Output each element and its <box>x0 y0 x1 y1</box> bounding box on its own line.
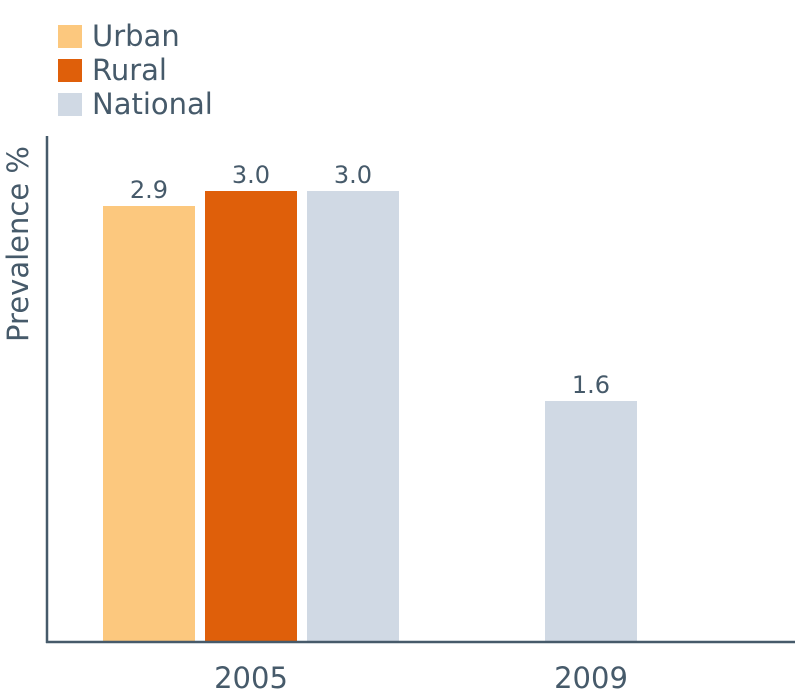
legend-swatch-urban <box>58 25 82 48</box>
bars-group <box>103 191 637 641</box>
value-label-national-2009: 1.6 <box>572 371 610 399</box>
x-tick-label-2009: 2009 <box>554 661 628 695</box>
value-label-national-2005: 3.0 <box>334 161 372 189</box>
bar-national-2005 <box>307 191 399 641</box>
x-tick-labels: 2005 2009 <box>214 661 628 695</box>
x-tick-label-2005: 2005 <box>214 661 288 695</box>
legend-label-national: National <box>92 87 213 121</box>
bar-urban-2005 <box>103 206 195 641</box>
value-label-rural-2005: 3.0 <box>232 161 270 189</box>
legend-swatch-national <box>58 93 82 116</box>
y-axis-label: Prevalence % <box>1 146 35 342</box>
legend-swatch-rural <box>58 59 82 82</box>
value-label-urban-2005: 2.9 <box>130 176 168 204</box>
legend-label-rural: Rural <box>92 53 167 87</box>
bar-national-2009 <box>545 401 637 641</box>
bar-rural-2005 <box>205 191 297 641</box>
legend-label-urban: Urban <box>92 19 180 53</box>
value-labels-group: 2.9 3.0 3.0 1.6 <box>130 161 610 399</box>
